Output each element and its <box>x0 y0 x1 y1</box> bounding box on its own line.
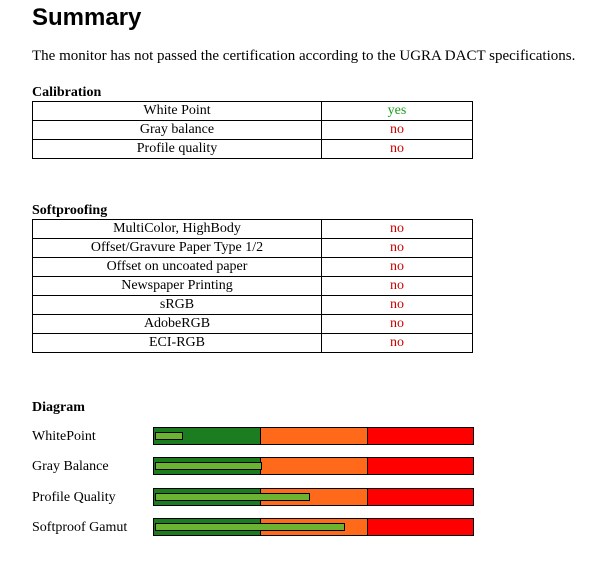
certification-result-text: The monitor has not passed the certifica… <box>32 48 576 64</box>
diagram-label: Profile Quality <box>32 490 116 505</box>
page-title: Summary <box>32 4 142 31</box>
zone-medium <box>261 428 368 444</box>
softproofing-heading: Softproofing <box>32 203 108 218</box>
criterion-result: no <box>321 219 473 239</box>
rating-bar <box>153 518 474 536</box>
table-row: Profile quality no <box>32 139 473 159</box>
criterion-label: White Point <box>32 101 322 121</box>
criterion-label: sRGB <box>32 295 322 315</box>
calibration-heading: Calibration <box>32 85 102 100</box>
table-row: White Point yes <box>32 101 473 121</box>
table-row: AdobeRGB no <box>32 314 473 334</box>
criterion-result: no <box>321 257 473 277</box>
table-row: MultiColor, HighBody no <box>32 219 473 239</box>
criterion-result: no <box>321 333 473 353</box>
criterion-result: no <box>321 295 473 315</box>
zone-medium <box>261 458 368 474</box>
diagram-heading: Diagram <box>32 400 85 415</box>
criterion-result: no <box>321 120 473 140</box>
table-row: Offset on uncoated paper no <box>32 257 473 277</box>
rating-bar <box>153 488 474 506</box>
rating-bar <box>153 427 474 445</box>
criterion-label: Newspaper Printing <box>32 276 322 296</box>
level-indicator <box>155 462 262 470</box>
criterion-label: ECI-RGB <box>32 333 322 353</box>
criterion-label: Offset on uncoated paper <box>32 257 322 277</box>
criterion-result: yes <box>321 101 473 121</box>
criterion-result: no <box>321 139 473 159</box>
level-indicator <box>155 432 183 440</box>
table-row: sRGB no <box>32 295 473 315</box>
criterion-label: Gray balance <box>32 120 322 140</box>
softproofing-table: MultiColor, HighBody no Offset/Gravure P… <box>32 219 473 353</box>
table-row: ECI-RGB no <box>32 333 473 353</box>
criterion-label: MultiColor, HighBody <box>32 219 322 239</box>
level-indicator <box>155 493 310 501</box>
criterion-label: AdobeRGB <box>32 314 322 334</box>
diagram-label: Gray Balance <box>32 459 109 474</box>
table-row: Offset/Gravure Paper Type 1/2 no <box>32 238 473 258</box>
calibration-table: White Point yes Gray balance no Profile … <box>32 101 473 159</box>
zone-bad <box>368 458 473 474</box>
diagram-label: WhitePoint <box>32 429 96 444</box>
rating-bar <box>153 457 474 475</box>
criterion-result: no <box>321 238 473 258</box>
zone-bad <box>368 428 473 444</box>
criterion-result: no <box>321 314 473 334</box>
table-row: Gray balance no <box>32 120 473 140</box>
criterion-result: no <box>321 276 473 296</box>
criterion-label: Offset/Gravure Paper Type 1/2 <box>32 238 322 258</box>
zone-bad <box>368 489 473 505</box>
level-indicator <box>155 523 345 531</box>
diagram-label: Softproof Gamut <box>32 520 128 535</box>
table-row: Newspaper Printing no <box>32 276 473 296</box>
criterion-label: Profile quality <box>32 139 322 159</box>
zone-bad <box>368 519 473 535</box>
